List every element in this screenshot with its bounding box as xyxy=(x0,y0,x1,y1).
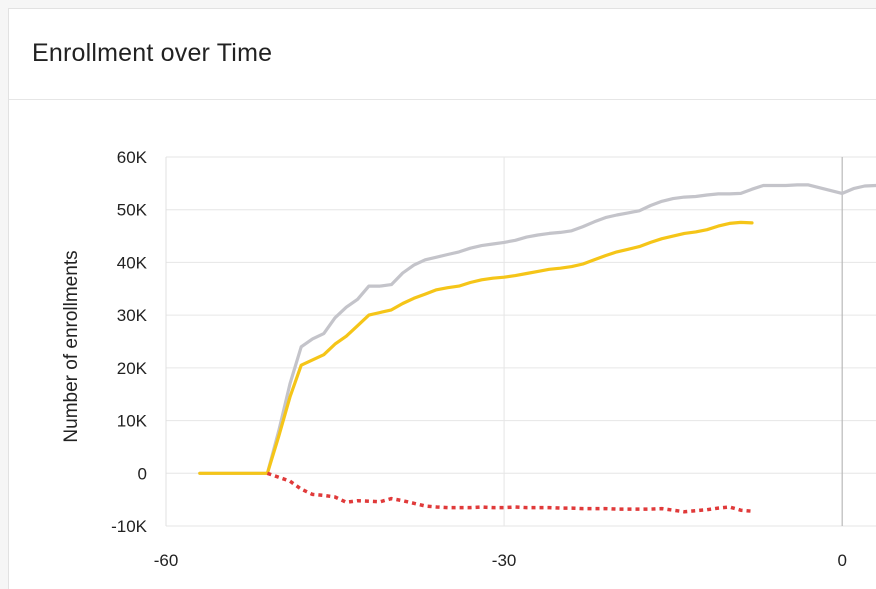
grid-lines xyxy=(165,156,876,527)
y-tick-label: 60K xyxy=(117,148,148,167)
x-axis-ticks: -60 -30 0 xyxy=(154,551,847,570)
y-tick-label: 10K xyxy=(117,412,148,431)
y-axis-title: Number of enrollments xyxy=(61,250,82,442)
y-tick-label: -10K xyxy=(111,517,148,536)
y-axis-ticks: -10K 0 10K 20K 30K 40K 50K 60K xyxy=(111,148,148,536)
x-tick-label: -60 xyxy=(154,551,179,570)
y-tick-label: 40K xyxy=(117,253,148,272)
series-yellow-line xyxy=(198,220,754,475)
x-tick-label: 0 xyxy=(837,551,846,570)
card-header: Enrollment over Time xyxy=(9,9,876,100)
series-lines xyxy=(198,183,876,514)
card-title: Enrollment over Time xyxy=(32,39,273,67)
y-tick-label: 50K xyxy=(117,201,148,220)
y-tick-label: 0 xyxy=(138,464,147,483)
series-gray-line xyxy=(198,183,876,475)
y-tick-label: 30K xyxy=(117,306,148,325)
y-tick-label: 20K xyxy=(117,359,148,378)
series-red-dotted-line xyxy=(266,471,753,514)
x-tick-label: -30 xyxy=(492,551,517,570)
chart-card: Enrollment over Time xyxy=(8,8,876,589)
